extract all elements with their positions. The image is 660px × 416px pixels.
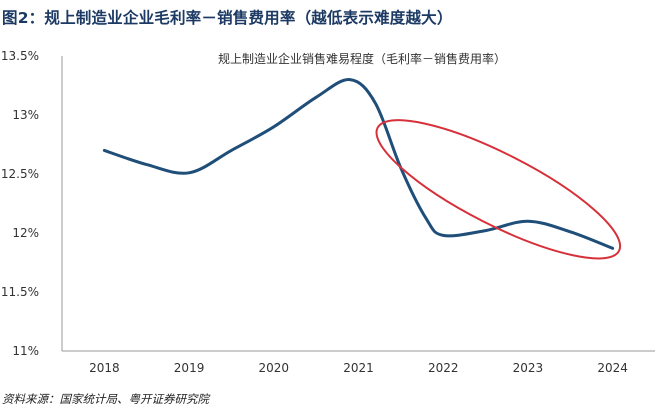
series-line xyxy=(102,78,615,250)
series-group xyxy=(102,78,615,250)
y-tick-label: 11.5% xyxy=(1,285,39,299)
x-tick-label: 2022 xyxy=(428,361,459,375)
x-tick-label: 2018 xyxy=(89,361,120,375)
annotation-group xyxy=(375,119,622,260)
y-tick-label: 12% xyxy=(12,226,39,240)
source-note: 资料来源：国家统计局、粤开证券研究院 xyxy=(2,392,209,406)
x-tick-label: 2020 xyxy=(259,361,290,375)
x-tick-label: 2023 xyxy=(513,361,544,375)
y-axis: 11% 11.5% 12% 12.5% 13% 13.5% xyxy=(1,49,63,358)
y-tick-label: 13% xyxy=(12,108,39,122)
y-tick-label: 11% xyxy=(12,344,39,358)
figure-title: 图2：规上制造业企业毛利率－销售费用率（越低表示难度越大） xyxy=(2,9,453,27)
x-axis: 2018 2019 2020 2021 2022 2023 2024 xyxy=(62,350,655,375)
y-tick-label: 13.5% xyxy=(1,49,39,63)
chart-title: 规上制造业企业销售难易程度（毛利率－销售费用率） xyxy=(218,51,506,66)
line-chart: 11% 11.5% 12% 12.5% 13% 13.5% 2018 2019 2020 202… xyxy=(1,49,655,375)
x-tick-label: 2021 xyxy=(343,361,374,375)
highlight-ellipse xyxy=(375,119,622,260)
y-tick-label: 12.5% xyxy=(1,167,39,181)
x-tick-label: 2019 xyxy=(174,361,205,375)
x-tick-label: 2024 xyxy=(597,361,628,375)
